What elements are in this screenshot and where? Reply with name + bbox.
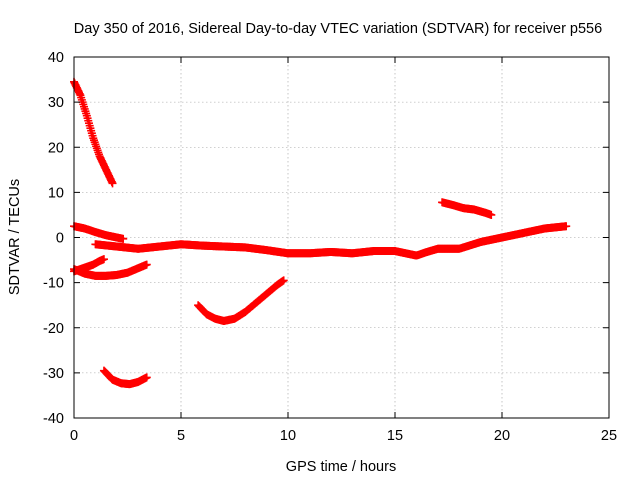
x-tick-label: 25 — [601, 428, 617, 444]
series-track-1 — [70, 77, 117, 188]
y-tick-label: -10 — [43, 276, 64, 292]
y-tick-label: 20 — [48, 140, 64, 156]
series-track-2 — [70, 222, 128, 243]
series-track-6 — [194, 276, 288, 325]
series-track-7 — [99, 366, 151, 389]
y-tick-label: 40 — [48, 50, 64, 66]
grid — [74, 57, 609, 418]
data-point — [487, 210, 496, 219]
axis-ticks: 0 5 10 15 20 25 -40 -30 -20 -10 0 10 20 30 40 — [43, 50, 617, 444]
x-axis-label: GPS time / hours — [286, 459, 396, 475]
y-axis-label: SDTVAR / TECUs — [7, 179, 23, 295]
y-tick-label: 0 — [56, 231, 64, 247]
x-tick-label: 15 — [387, 428, 403, 444]
x-tick-label: 20 — [494, 428, 510, 444]
data-point — [562, 222, 571, 231]
y-tick-label: -40 — [43, 411, 64, 427]
data-points — [70, 77, 571, 389]
y-tick-label: -30 — [43, 366, 64, 382]
data-point — [279, 276, 288, 285]
y-tick-label: 10 — [48, 185, 64, 201]
chart-title: Day 350 of 2016, Sidereal Day-to-day VTE… — [74, 21, 602, 37]
data-point — [108, 179, 117, 188]
x-tick-label: 10 — [280, 428, 296, 444]
x-tick-label: 0 — [70, 428, 78, 444]
y-tick-label: 30 — [48, 95, 64, 111]
series-track-8 — [438, 198, 496, 219]
data-point — [99, 255, 108, 264]
series-track-5 — [91, 222, 571, 260]
y-tick-label: -20 — [43, 321, 64, 337]
data-point — [119, 234, 128, 243]
series-track-4 — [70, 260, 151, 280]
data-point — [142, 373, 151, 382]
data-point — [142, 260, 151, 269]
x-tick-label: 5 — [177, 428, 185, 444]
